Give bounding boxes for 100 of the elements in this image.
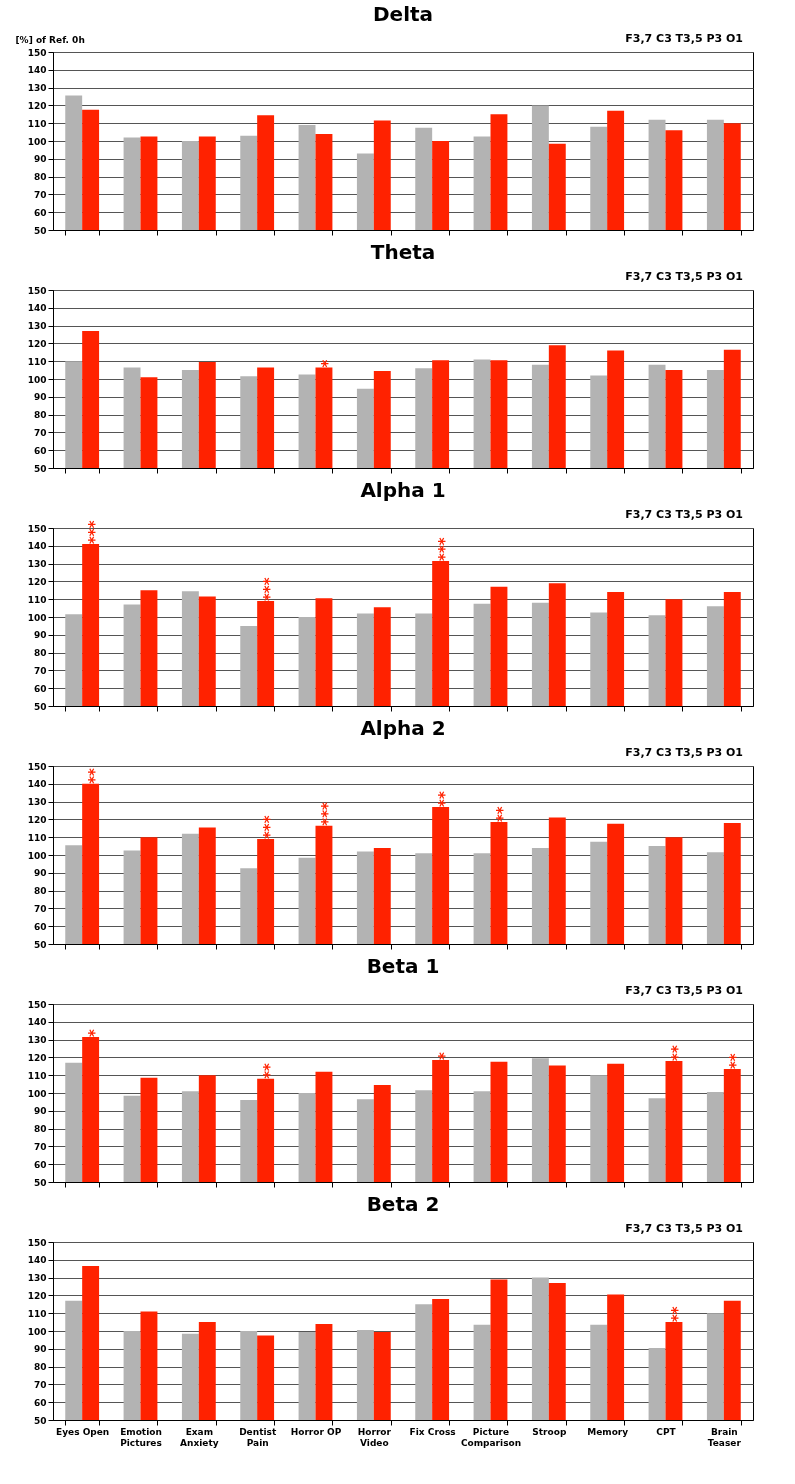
y-tick-label: 100 <box>27 1088 47 1099</box>
y-tick-label: 90 <box>33 630 47 641</box>
y-tick-label: 110 <box>27 1308 47 1319</box>
chart-subtitle: F3,7 C3 T3,5 P3 O1 <box>625 746 743 759</box>
y-tick-label: 50 <box>33 1177 47 1188</box>
x-tick-label: Fix Cross <box>409 1426 456 1437</box>
y-tick-label: 120 <box>27 1052 47 1063</box>
y-tick-label: 120 <box>27 100 47 111</box>
y-tick-label: 90 <box>33 392 47 403</box>
chart-subtitle: F3,7 C3 T3,5 P3 O1 <box>625 1222 743 1235</box>
x-tick-label: Brain Teaser <box>707 1426 742 1448</box>
y-tick-label: 60 <box>33 207 47 218</box>
chart-title: Alpha 1 <box>360 478 446 502</box>
y-tick-label: 120 <box>27 338 47 349</box>
y-tick-label: 150 <box>27 523 47 534</box>
x-tick-label: CPT <box>656 1426 677 1437</box>
annotation: ** <box>435 791 454 807</box>
x-tick-label: Eyes Open <box>56 1426 110 1437</box>
annotation: *** <box>85 520 104 545</box>
y-tick-label: 70 <box>33 903 47 914</box>
y-axis-title: [%] of Ref. 0h <box>15 34 85 45</box>
y-tick-label: 100 <box>27 374 47 385</box>
chart-subtitle: F3,7 C3 T3,5 P3 O1 <box>625 270 743 283</box>
chart-subtitle: F3,7 C3 T3,5 P3 O1 <box>625 984 743 997</box>
y-tick-label: 150 <box>27 47 47 58</box>
y-tick-label: 150 <box>27 285 47 296</box>
chart-subtitle: F3,7 C3 T3,5 P3 O1 <box>625 32 743 45</box>
annotation: *** <box>435 537 454 561</box>
y-tick-label: 70 <box>33 427 47 438</box>
chart-subtitle: F3,7 C3 T3,5 P3 O1 <box>625 508 743 521</box>
y-tick-label: 60 <box>33 1159 47 1170</box>
y-tick-label: 120 <box>27 1290 47 1301</box>
y-tick-label: 140 <box>27 1255 47 1266</box>
y-tick-label: 80 <box>33 648 47 659</box>
y-tick-label: 130 <box>27 1273 47 1284</box>
chart-title: Theta <box>370 240 436 264</box>
y-tick-label: 80 <box>33 172 47 183</box>
y-tick-label: 80 <box>33 1124 47 1135</box>
y-tick-label: 100 <box>27 612 47 623</box>
x-tick-label: Exam Anxiety <box>180 1426 219 1448</box>
annotation: ** <box>493 806 512 823</box>
y-tick-label: 130 <box>27 1035 47 1046</box>
chart-title: Beta 1 <box>366 954 440 978</box>
annotation: ** <box>668 1306 687 1323</box>
annotation: ** <box>85 767 104 784</box>
y-tick-label: 90 <box>33 868 47 879</box>
y-tick-label: 70 <box>33 189 47 200</box>
x-tick-label: Emotion Pictures <box>120 1426 162 1448</box>
annotation: * <box>435 1052 454 1061</box>
annotation: * <box>318 359 337 368</box>
y-tick-label: 60 <box>33 921 47 932</box>
y-tick-label: 90 <box>33 154 47 165</box>
y-tick-label: 130 <box>27 797 47 808</box>
chart-title: Delta <box>372 2 434 26</box>
y-tick-label: 110 <box>27 1070 47 1081</box>
y-tick-label: 80 <box>33 886 47 897</box>
y-tick-label: 140 <box>27 65 47 76</box>
y-tick-label: 130 <box>27 559 47 570</box>
x-tick-label: Stroop <box>532 1426 567 1437</box>
y-tick-label: 50 <box>33 225 47 236</box>
y-tick-label: 70 <box>33 665 47 676</box>
y-tick-label: 70 <box>33 1379 47 1390</box>
y-tick-label: 110 <box>27 356 47 367</box>
y-tick-label: 60 <box>33 1397 47 1408</box>
annotation: * <box>85 1028 104 1037</box>
y-tick-label: 120 <box>27 576 47 587</box>
x-tick-label: Horror Video <box>357 1426 392 1448</box>
y-tick-label: 100 <box>27 1326 47 1337</box>
annotation: *** <box>260 577 279 601</box>
x-tick-label: Dentist Pain <box>239 1426 277 1448</box>
y-tick-label: 140 <box>27 1017 47 1028</box>
annotation: ** <box>260 1062 279 1079</box>
x-tick-label: Picture Comparison <box>460 1426 522 1448</box>
y-tick-label: 100 <box>27 850 47 861</box>
y-tick-label: 150 <box>27 999 47 1010</box>
y-tick-label: 50 <box>33 463 47 474</box>
annotation: ** <box>668 1045 687 1061</box>
y-tick-label: 50 <box>33 939 47 950</box>
annotation: ** <box>727 1053 746 1069</box>
y-tick-label: 90 <box>33 1106 47 1117</box>
y-tick-label: 70 <box>33 1141 47 1152</box>
y-tick-label: 140 <box>27 779 47 790</box>
y-tick-label: 150 <box>27 761 47 772</box>
y-tick-label: 110 <box>27 832 47 843</box>
y-tick-label: 60 <box>33 683 47 694</box>
y-tick-label: 130 <box>27 83 47 94</box>
x-tick-label: Horror OP <box>290 1426 342 1437</box>
y-tick-label: 110 <box>27 118 47 129</box>
y-tick-label: 150 <box>27 1237 47 1248</box>
y-tick-label: 120 <box>27 814 47 825</box>
y-tick-label: 50 <box>33 701 47 712</box>
x-tick-label: Memory <box>587 1426 629 1437</box>
y-tick-label: 90 <box>33 1344 47 1355</box>
annotation: *** <box>318 801 337 826</box>
y-tick-label: 80 <box>33 410 47 421</box>
y-tick-label: 140 <box>27 303 47 314</box>
y-tick-label: 130 <box>27 321 47 332</box>
chart-title: Beta 2 <box>366 1192 440 1216</box>
y-tick-label: 50 <box>33 1415 47 1426</box>
y-tick-label: 80 <box>33 1362 47 1373</box>
